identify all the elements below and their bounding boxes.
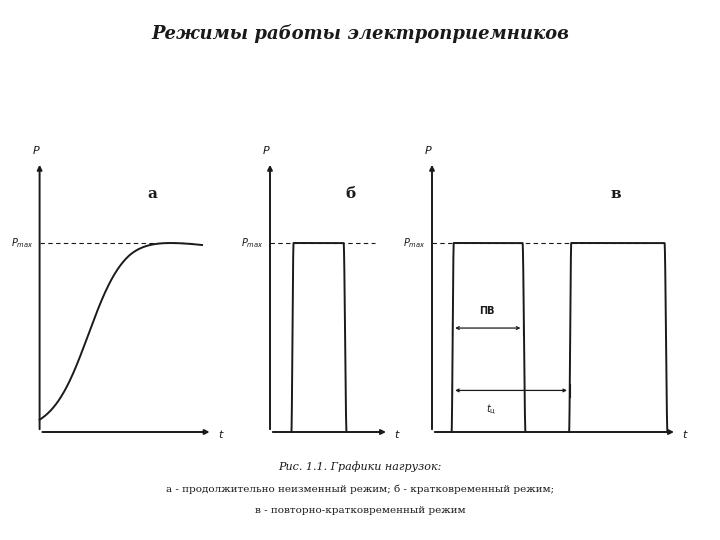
- Text: P: P: [425, 145, 432, 156]
- Text: в: в: [611, 187, 621, 201]
- Text: $P_{max}$: $P_{max}$: [241, 236, 264, 250]
- Text: t: t: [395, 430, 399, 440]
- Text: P: P: [32, 145, 40, 156]
- Text: $t_{\rm ц}$: $t_{\rm ц}$: [485, 402, 496, 417]
- Text: Рис. 1.1. Графики нагрузок:: Рис. 1.1. Графики нагрузок:: [279, 462, 441, 472]
- Text: б: б: [346, 187, 356, 201]
- Text: Режимы работы электроприемников: Режимы работы электроприемников: [151, 24, 569, 43]
- Text: $P_{max}$: $P_{max}$: [11, 236, 34, 250]
- Text: $P_{max}$: $P_{max}$: [403, 236, 426, 250]
- Text: t: t: [218, 430, 222, 440]
- Text: а - продолжительно неизменный режим; б - кратковременный режим;: а - продолжительно неизменный режим; б -…: [166, 484, 554, 494]
- Text: ПВ: ПВ: [480, 306, 495, 316]
- Text: в - повторно-кратковременный режим: в - повторно-кратковременный режим: [255, 506, 465, 515]
- Text: P: P: [263, 145, 270, 156]
- Text: а: а: [147, 187, 157, 201]
- Text: t: t: [683, 430, 687, 440]
